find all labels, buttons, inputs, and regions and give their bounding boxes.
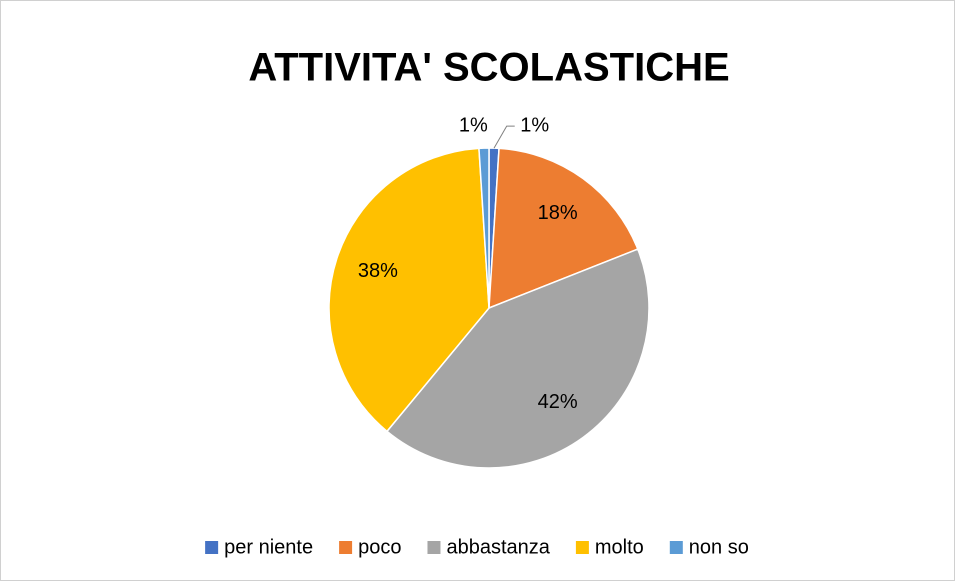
leader-line (493, 125, 515, 149)
data-label: 1% (459, 114, 488, 136)
legend-label: molto (595, 536, 644, 558)
legend-label: poco (358, 536, 401, 558)
legend-swatch (205, 541, 219, 554)
chart-title: ATTIVITA' SCOLASTICHE (248, 46, 729, 90)
data-label: 1% (520, 114, 549, 136)
data-label: 18% (538, 202, 578, 224)
legend-swatch (339, 541, 353, 554)
legend-label: abbastanza (446, 536, 550, 558)
pie-slice (328, 147, 490, 433)
legend-swatch (427, 541, 441, 554)
pie-slice (488, 147, 639, 310)
legend-swatch (669, 541, 683, 554)
pie-slice (385, 248, 650, 469)
legend-label: per niente (224, 536, 313, 558)
data-label: 42% (538, 391, 578, 413)
pie-slice (478, 147, 490, 309)
data-label: 38% (358, 260, 398, 282)
legend-swatch (575, 541, 589, 554)
legend-label: non so (689, 536, 749, 558)
